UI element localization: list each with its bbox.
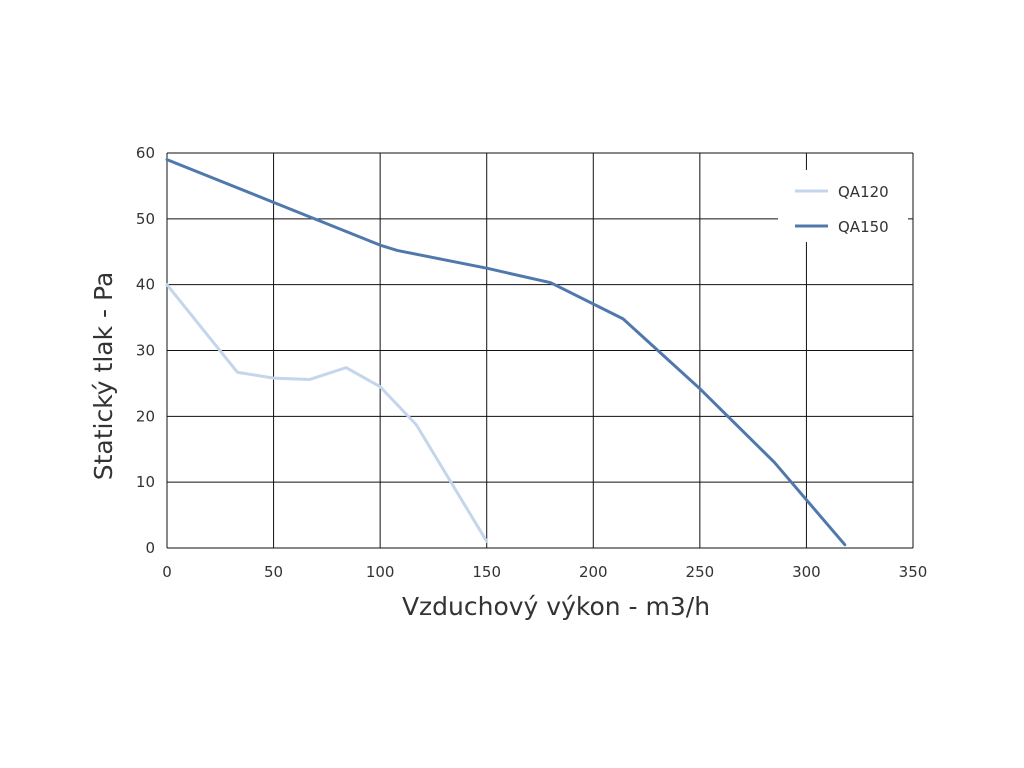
x-axis-title: Vzduchový výkon - m3/h (402, 592, 710, 621)
x-tick-label: 100 (366, 563, 395, 581)
y-tick-label: 0 (145, 539, 155, 557)
x-tick-label: 250 (686, 563, 715, 581)
x-tick-label: 350 (899, 563, 928, 581)
y-tick-label: 10 (136, 473, 155, 491)
y-tick-label: 50 (136, 210, 155, 228)
legend-label-qa120: QA120 (838, 183, 889, 201)
x-tick-label: 300 (792, 563, 821, 581)
series-line-qa120 (165, 283, 489, 543)
y-tick-label: 20 (136, 407, 155, 425)
x-tick-label: 200 (579, 563, 608, 581)
series-lines (165, 158, 847, 547)
legend-background (778, 170, 908, 242)
tick-labels: 0 50 100 150 200 250 300 350 0 10 20 30 40 50 60 (136, 144, 927, 581)
x-tick-label: 150 (472, 563, 501, 581)
legend-label-qa150: QA150 (838, 218, 889, 236)
x-tick-label: 50 (264, 563, 283, 581)
x-tick-label: 0 (162, 563, 172, 581)
y-tick-label: 60 (136, 144, 155, 162)
y-axis-title: Statický tlak - Pa (89, 272, 118, 481)
series-line-qa150 (165, 158, 847, 547)
y-tick-label: 30 (136, 342, 155, 360)
y-tick-label: 40 (136, 276, 155, 294)
legend: QA120 QA150 (778, 170, 908, 242)
